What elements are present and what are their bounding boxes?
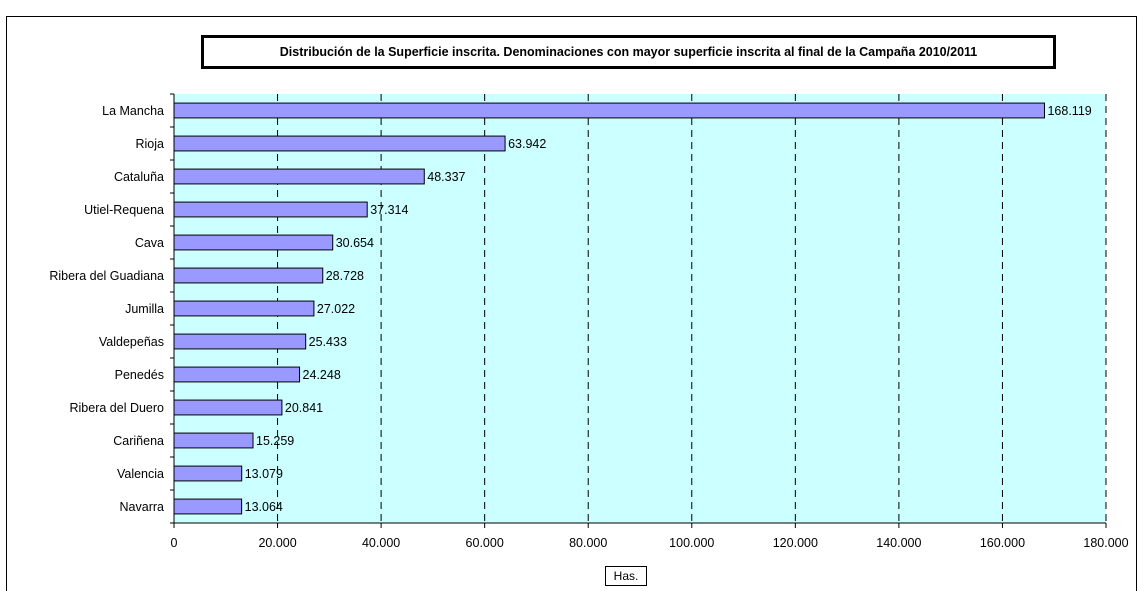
- data-label: 48.337: [427, 170, 465, 184]
- data-label: 28.728: [326, 269, 364, 283]
- data-label: 63.942: [508, 137, 546, 151]
- category-label: Ribera del Duero: [70, 401, 165, 415]
- bar: [173, 201, 368, 218]
- bar: [173, 465, 243, 482]
- category-label: Cava: [135, 236, 164, 250]
- bar: [173, 135, 506, 152]
- chart-area: [6, 16, 1137, 591]
- data-label: 20.841: [285, 401, 323, 415]
- category-label: Cariñena: [113, 434, 164, 448]
- bar: [173, 498, 243, 515]
- x-tick-label: 40.000: [362, 536, 400, 550]
- chart-title: Distribución de la Superficie inscrita. …: [201, 35, 1056, 69]
- data-label: 13.079: [245, 467, 283, 481]
- data-label: 168.119: [1047, 104, 1091, 118]
- x-tick-label: 140.000: [876, 536, 921, 550]
- data-label: 30.654: [336, 236, 374, 250]
- category-label: Penedés: [115, 368, 164, 382]
- data-label: 15.259: [256, 434, 294, 448]
- category-label: Utiel-Requena: [84, 203, 164, 217]
- category-label: Rioja: [136, 137, 165, 151]
- x-tick-label: 180.000: [1083, 536, 1128, 550]
- x-tick-label: 0: [171, 536, 178, 550]
- data-label: 25.433: [309, 335, 347, 349]
- category-label: Jumilla: [125, 302, 164, 316]
- x-tick-label: 160.000: [980, 536, 1025, 550]
- bar: [173, 267, 324, 284]
- bar: [173, 366, 301, 383]
- x-axis-label: Has.: [605, 566, 647, 586]
- category-label: Ribera del Guadiana: [49, 269, 164, 283]
- bar: [173, 432, 254, 449]
- data-label: 27.022: [317, 302, 355, 316]
- data-label: 24.248: [303, 368, 341, 382]
- x-tick-label: 100.000: [669, 536, 714, 550]
- bar: [173, 333, 307, 350]
- bar: [173, 399, 283, 416]
- data-label: 37.314: [370, 203, 408, 217]
- category-label: Navarra: [120, 500, 165, 514]
- bar: [173, 234, 334, 251]
- bar: [173, 300, 315, 317]
- data-label: 13.064: [245, 500, 283, 514]
- x-tick-label: 120.000: [773, 536, 818, 550]
- category-label: Valdepeñas: [99, 335, 164, 349]
- bar: [173, 102, 1045, 119]
- bar: [173, 168, 425, 185]
- category-label: Cataluña: [114, 170, 164, 184]
- x-tick-label: 60.000: [466, 536, 504, 550]
- category-label: La Mancha: [102, 104, 164, 118]
- x-tick-label: 20.000: [258, 536, 296, 550]
- category-label: Valencia: [117, 467, 164, 481]
- x-tick-label: 80.000: [569, 536, 607, 550]
- plot-background: [174, 94, 1106, 523]
